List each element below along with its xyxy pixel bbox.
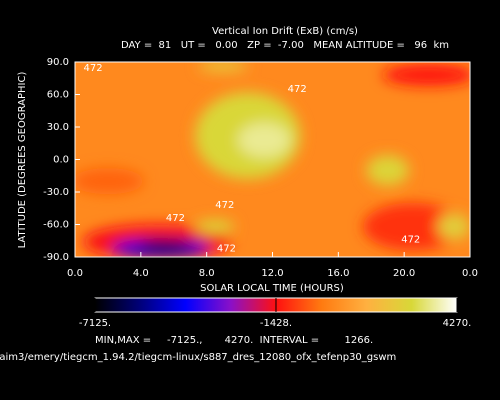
field-region (75, 168, 145, 195)
x-tick-label: 0.0 (462, 268, 478, 279)
contour-label: 472 (288, 84, 307, 95)
field-region (198, 62, 248, 72)
field-region (195, 220, 235, 234)
y-tick-label: 60.0 (47, 90, 69, 101)
plot-area: 472 472 472 472 472 472 (75, 62, 470, 257)
field-region (363, 202, 462, 251)
field-layer (75, 62, 470, 257)
contour-label: 472 (84, 63, 103, 74)
axes: 0.0 4.0 8.0 12.0 16.0 20.0 0.0 -90.0 -60.0 -30.0 0… (43, 57, 478, 329)
y-tick-label: 30.0 (47, 122, 69, 133)
contour-label: 472 (166, 213, 185, 224)
contour-label: 472 (215, 200, 234, 211)
contour-label: 472 (217, 243, 236, 254)
x-tick-label: 0.0 (67, 268, 83, 279)
field-region (366, 155, 410, 186)
y-tick-label: -90.0 (43, 252, 69, 263)
contour-label: 472 (401, 235, 420, 246)
y-tick-label: -30.0 (43, 187, 69, 198)
y-axis-label: LATITUDE (DEGREES GEOGRAPHIC) (17, 72, 28, 249)
y-tick-label: 90.0 (47, 57, 69, 68)
x-tick-label: 16.0 (327, 268, 349, 279)
x-tick-label: 20.0 (393, 268, 415, 279)
x-tick-label: 8.0 (199, 268, 215, 279)
x-axis-label: SOLAR LOCAL TIME (HOURS) (200, 283, 344, 294)
y-tick-label: 0.0 (53, 155, 69, 166)
x-tick-label: 12.0 (261, 268, 283, 279)
field-region (382, 64, 470, 86)
y-tick-label: -60.0 (43, 220, 69, 231)
field-region (437, 213, 470, 240)
file-path: /aim3/emery/tiegcm_1.94.2/tiegcm-linux/s… (0, 352, 396, 363)
footer-stats: MIN,MAX = -7125., 4270. INTERVAL = 1266. (95, 335, 373, 346)
x-tick-label: 4.0 (133, 268, 149, 279)
colorbar-tick-label: -1428. (260, 318, 292, 329)
field-region (237, 122, 291, 158)
field-region (139, 240, 192, 252)
chart-title: Vertical Ion Drift (ExB) (cm/s) (212, 26, 358, 37)
colorbar-tick-label: 4270. (443, 318, 472, 329)
colorbar-tick-label: -7125. (79, 318, 111, 329)
chart-subtitle: DAY = 81 UT = 0.00 ZP = -7.00 MEAN ALTIT… (121, 40, 449, 51)
